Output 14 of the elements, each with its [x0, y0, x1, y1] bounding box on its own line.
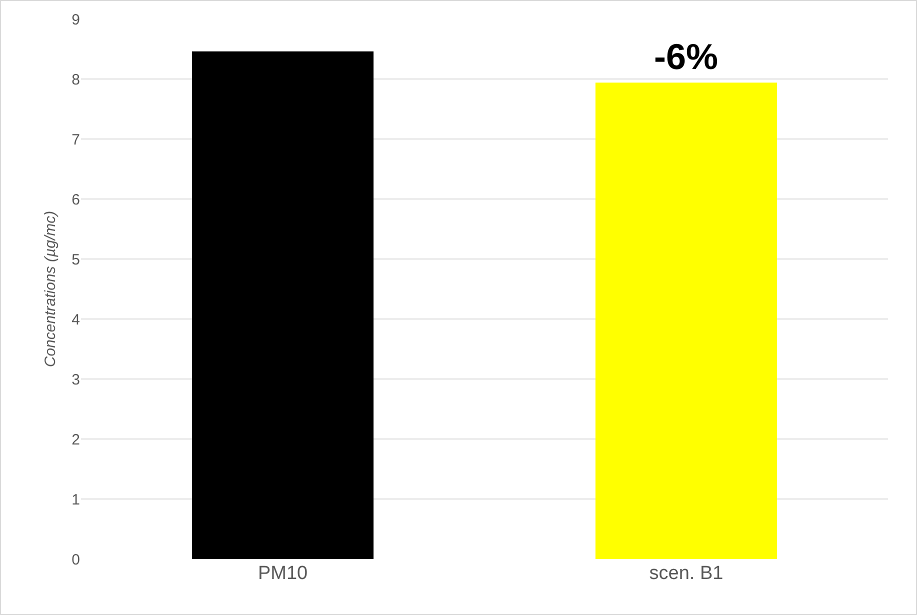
x-tick-label: scen. B1	[649, 563, 724, 584]
x-tick-label: PM10	[258, 563, 308, 584]
y-tick-label: 0	[72, 551, 80, 568]
y-tick-label: 5	[72, 251, 80, 268]
y-tick-label: 9	[72, 11, 80, 28]
y-tick-label: 7	[72, 131, 80, 148]
annotation: -6%	[654, 36, 718, 77]
y-tick-label: 4	[72, 311, 80, 328]
y-tick-label: 3	[72, 371, 80, 388]
y-tick-label: 1	[72, 491, 80, 508]
y-axis-title: Concentrations (µg/mc)	[42, 210, 59, 368]
y-tick-label: 2	[72, 431, 80, 448]
y-tick-label: 6	[72, 191, 80, 208]
y-tick-label: 8	[72, 71, 80, 88]
